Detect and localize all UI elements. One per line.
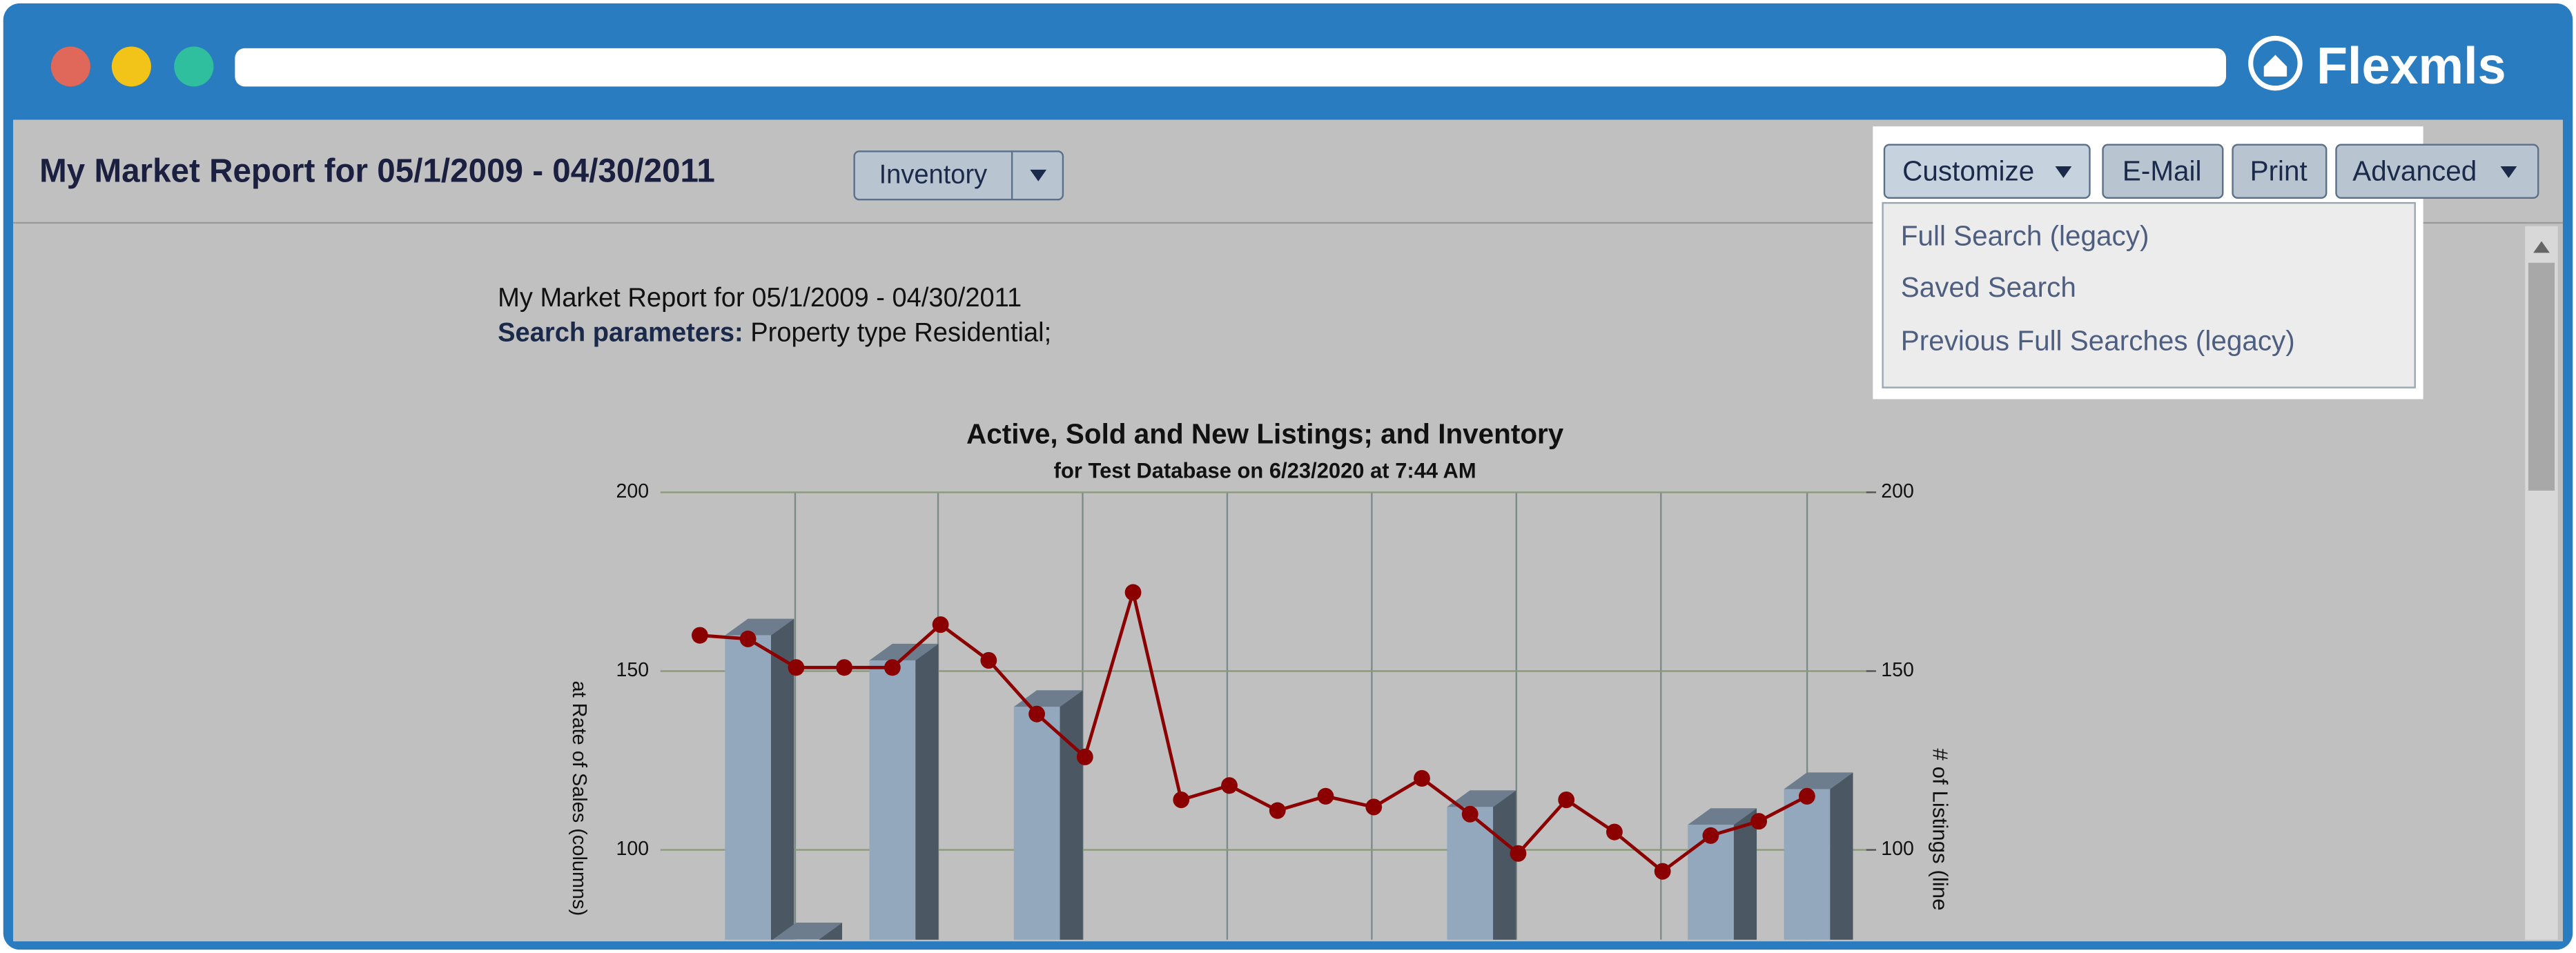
y2-tick-label: 100 [1881, 838, 1914, 860]
report-params: Search parameters: Property type Residen… [498, 317, 1051, 347]
line-point [1076, 748, 1093, 765]
dropdown-arrow [2055, 166, 2072, 178]
view-select-label[interactable]: Inventory [879, 159, 988, 189]
params-value: Property type Residential; [750, 317, 1051, 347]
bar [773, 923, 843, 940]
line-point [1365, 798, 1383, 816]
line-point [1028, 705, 1045, 723]
bar-face [1784, 789, 1831, 940]
menu-item[interactable]: Full Search (legacy) [1901, 219, 2149, 251]
bar-face [725, 635, 771, 940]
line-point [1173, 791, 1190, 809]
bar-side [1493, 790, 1516, 940]
customize-button[interactable] [1883, 144, 2091, 199]
line-point [1269, 802, 1286, 819]
bar [1784, 772, 1853, 940]
line-point [739, 630, 757, 647]
bar-side [819, 923, 843, 940]
y-tick-label: 200 [616, 480, 649, 502]
line-point [1558, 791, 1575, 809]
line-point [836, 659, 853, 676]
button-label[interactable]: Advanced [2352, 155, 2477, 186]
chart-title: Active, Sold and New Listings; and Inven… [966, 417, 1564, 449]
logo-icon [2248, 35, 2303, 91]
select-arrow [1030, 169, 1047, 181]
button-label[interactable]: Print [2250, 155, 2308, 186]
button-label[interactable]: Customize [1902, 155, 2034, 186]
y2-tick-label: 200 [1881, 480, 1914, 502]
line-point [932, 616, 949, 633]
line-point [884, 659, 901, 676]
chart-area: at Rate of Sales (columns) # of Listings… [568, 491, 1952, 940]
line-point [1414, 769, 1430, 787]
bar-face [869, 660, 916, 940]
button-label[interactable]: E-Mail [2123, 155, 2202, 186]
report-header-title: My Market Report for 05/1/2009 - 04/30/2… [39, 153, 715, 189]
bar [869, 643, 939, 940]
report-title: My Market Report for 05/1/2009 - 04/30/2… [498, 283, 1022, 313]
bar-side [1060, 690, 1083, 940]
bar-top [773, 923, 843, 940]
bar-face [773, 939, 819, 940]
line-point [1317, 787, 1334, 805]
chart-subtitle: for Test Database on 6/23/2020 at 7:44 A… [1054, 459, 1476, 483]
email-button[interactable] [2102, 144, 2224, 199]
window-maximize[interactable] [174, 46, 214, 87]
dropdown-arrow [2500, 166, 2517, 178]
bar-side [770, 618, 794, 940]
line-point [1124, 584, 1142, 601]
bar-side [1733, 808, 1757, 940]
bar [1688, 808, 1757, 940]
bar [1013, 690, 1083, 940]
scroll-thumb[interactable] [2528, 262, 2555, 491]
line-point [1606, 823, 1623, 841]
bar-face [1688, 825, 1734, 940]
y-tick-label: 100 [616, 838, 649, 860]
window-minimize[interactable] [111, 46, 151, 87]
url-bar[interactable] [235, 48, 2227, 87]
scroll-up[interactable] [2533, 241, 2550, 253]
bar [1447, 790, 1516, 940]
line-point [1702, 827, 1719, 844]
brand: Flexmls [2316, 37, 2506, 95]
params-label: Search parameters: [498, 317, 743, 347]
y2-tick-label: 150 [1881, 659, 1914, 681]
line-point [1461, 805, 1479, 823]
bar-side [915, 643, 939, 940]
bar-top [725, 618, 794, 636]
y2-axis-label: # of Listings (line [1928, 749, 1952, 911]
plot [660, 491, 1877, 940]
bar-side [1830, 772, 1853, 940]
y-tick-label: 150 [616, 659, 649, 681]
y-axis-label: at Rate of Sales (columns) [568, 681, 590, 916]
view-select[interactable] [853, 150, 1064, 201]
line-point [692, 627, 708, 644]
logo-house [2263, 55, 2287, 77]
advanced-button[interactable] [2335, 144, 2539, 199]
line-point [1798, 787, 1815, 805]
customize-menu [1882, 202, 2416, 389]
bar-face [1447, 807, 1494, 940]
line-point [1510, 845, 1527, 862]
bar-face [1013, 707, 1060, 940]
line-point [788, 659, 805, 676]
line-point [980, 651, 997, 669]
bar [725, 618, 794, 940]
window-close[interactable] [50, 46, 90, 87]
line-point [1654, 863, 1671, 880]
menu-item[interactable]: Saved Search [1901, 271, 2076, 303]
line-point [1221, 777, 1238, 794]
menu-item[interactable]: Previous Full Searches (legacy) [1901, 324, 2295, 356]
line-point [1750, 813, 1768, 830]
print-button[interactable] [2232, 144, 2328, 199]
bar-top [869, 643, 939, 660]
